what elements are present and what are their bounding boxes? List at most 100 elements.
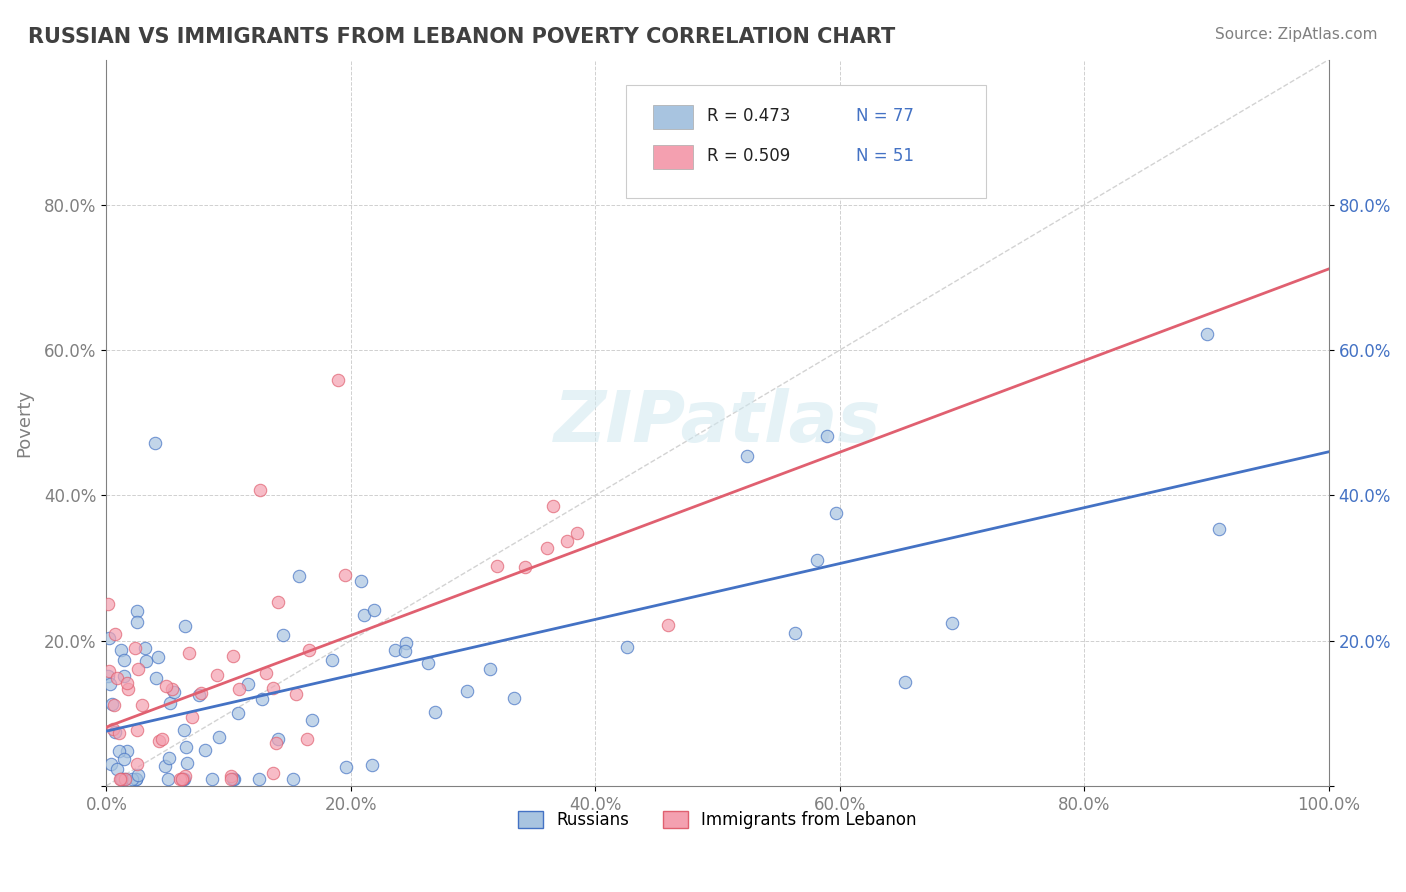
- Point: [288, 568, 311, 582]
- Point: [100, 756, 122, 771]
- Point: [108, 744, 131, 758]
- Point: [127, 604, 149, 618]
- Point: [423, 705, 446, 719]
- Point: [485, 558, 508, 573]
- Text: N = 77: N = 77: [856, 107, 914, 125]
- Point: [267, 732, 290, 747]
- Text: R = 0.473: R = 0.473: [707, 107, 790, 125]
- Point: [153, 759, 176, 773]
- Point: [98, 631, 121, 645]
- Point: [104, 724, 127, 739]
- Point: [250, 692, 273, 706]
- Point: [219, 772, 242, 786]
- Point: [174, 769, 197, 783]
- Point: [101, 698, 124, 712]
- Point: [148, 734, 170, 748]
- Point: [363, 603, 385, 617]
- Point: [321, 652, 343, 666]
- Point: [134, 641, 156, 656]
- Point: [148, 649, 170, 664]
- Point: [249, 483, 271, 497]
- Point: [616, 640, 638, 654]
- Point: [173, 723, 195, 738]
- Point: [298, 643, 321, 657]
- Point: [194, 743, 217, 757]
- Point: [285, 687, 308, 701]
- Point: [121, 772, 143, 786]
- Point: [384, 643, 406, 657]
- Point: [479, 662, 502, 676]
- Point: [353, 607, 375, 622]
- Point: [172, 772, 194, 786]
- Point: [172, 772, 194, 786]
- Point: [735, 449, 758, 463]
- Point: [181, 710, 204, 724]
- Point: [328, 373, 350, 387]
- Point: [131, 698, 153, 712]
- Point: [115, 744, 138, 758]
- Point: [825, 506, 848, 520]
- Point: [207, 667, 229, 681]
- Point: [893, 674, 915, 689]
- Point: [111, 772, 134, 786]
- Point: [226, 706, 249, 720]
- Point: [228, 682, 250, 697]
- Point: [127, 615, 149, 629]
- Point: [208, 731, 231, 745]
- Point: [127, 662, 149, 676]
- Point: [815, 429, 838, 443]
- Point: [267, 595, 290, 609]
- Point: [222, 772, 245, 786]
- Point: [173, 772, 195, 786]
- Point: [163, 685, 186, 699]
- Point: [361, 757, 384, 772]
- Point: [160, 681, 183, 696]
- Point: [262, 766, 284, 780]
- Point: [108, 726, 131, 740]
- FancyBboxPatch shape: [626, 85, 987, 197]
- Point: [188, 688, 211, 702]
- Point: [295, 731, 318, 746]
- Point: [101, 722, 124, 736]
- Point: [174, 618, 197, 632]
- Point: [657, 618, 679, 632]
- Point: [125, 772, 148, 786]
- Point: [301, 713, 323, 727]
- Point: [110, 772, 132, 786]
- Point: [1195, 326, 1218, 341]
- Point: [112, 668, 135, 682]
- Text: RUSSIAN VS IMMIGRANTS FROM LEBANON POVERTY CORRELATION CHART: RUSSIAN VS IMMIGRANTS FROM LEBANON POVER…: [28, 27, 896, 46]
- Point: [97, 597, 120, 611]
- Point: [502, 691, 524, 706]
- Point: [114, 772, 136, 786]
- Point: [219, 768, 242, 782]
- Point: [565, 526, 588, 541]
- Point: [264, 736, 287, 750]
- Point: [110, 772, 132, 786]
- Point: [100, 676, 122, 690]
- Point: [221, 772, 243, 786]
- Point: [806, 553, 828, 567]
- Point: [271, 628, 294, 642]
- Point: [125, 723, 148, 738]
- Point: [125, 756, 148, 771]
- Point: [97, 669, 120, 683]
- FancyBboxPatch shape: [652, 145, 693, 169]
- Point: [104, 626, 127, 640]
- Point: [456, 683, 478, 698]
- Text: N = 51: N = 51: [856, 147, 914, 165]
- Point: [124, 640, 146, 655]
- Y-axis label: Poverty: Poverty: [15, 389, 32, 457]
- Point: [150, 731, 173, 746]
- Point: [513, 560, 536, 574]
- Point: [179, 646, 201, 660]
- Point: [536, 541, 558, 555]
- Point: [416, 657, 439, 671]
- Point: [157, 772, 180, 786]
- Point: [201, 772, 224, 786]
- FancyBboxPatch shape: [652, 104, 693, 128]
- Point: [350, 574, 373, 588]
- Point: [114, 772, 136, 786]
- Point: [110, 642, 132, 657]
- Point: [394, 644, 416, 658]
